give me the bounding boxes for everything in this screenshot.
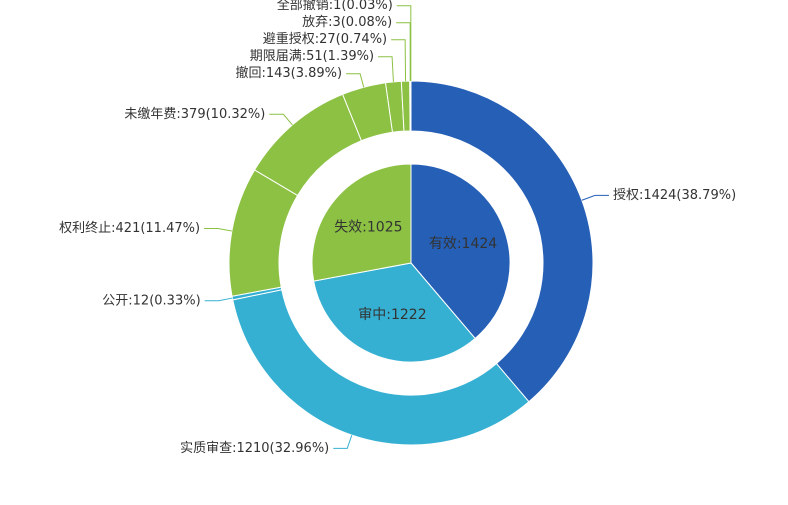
outer-slice-0[interactable] bbox=[410, 80, 594, 403]
outer-slice-label-4: 未缴年费:379(10.32%) bbox=[124, 107, 265, 122]
leader-line-0 bbox=[581, 194, 609, 201]
outer-slice-label-1: 实质审查:1210(32.96%) bbox=[180, 441, 329, 456]
leader-line-6 bbox=[378, 56, 394, 82]
leader-line-1 bbox=[333, 434, 353, 449]
inner-slice-0[interactable] bbox=[410, 163, 511, 340]
leader-line-3 bbox=[204, 228, 232, 232]
outer-slice-label-0: 授权:1424(38.79%) bbox=[613, 187, 736, 203]
outer-slice-label-6: 期限届满:51(1.39%) bbox=[250, 49, 374, 64]
leader-line-9 bbox=[396, 5, 412, 82]
inner-ring bbox=[311, 163, 511, 363]
slice-labels: 有效:1424 审中:1222 失效:1025 全部撤销:1(0.03%) 放弃:3(0… bbox=[59, 0, 736, 456]
outer-ring bbox=[228, 80, 594, 446]
leader-line-4 bbox=[269, 113, 293, 126]
outer-slice-label-5: 撤回:143(3.89%) bbox=[235, 65, 342, 81]
inner-slice-label-2: 失效:1025 bbox=[334, 220, 402, 236]
outer-slice-label-2: 公开:12(0.33%) bbox=[102, 293, 200, 308]
inner-slice-label-0: 有效:1424 bbox=[429, 236, 497, 252]
inner-slice-label-1: 审中:1222 bbox=[358, 307, 426, 323]
outer-slice-label-8: 放弃:3(0.08%) bbox=[302, 15, 392, 30]
leader-line-8 bbox=[396, 22, 411, 82]
outer-slice-label-7: 避重授权:27(0.74%) bbox=[263, 31, 387, 47]
inner-slice-2[interactable] bbox=[311, 163, 412, 282]
leader-line-7 bbox=[391, 39, 407, 82]
inner-slice-1[interactable] bbox=[313, 262, 476, 363]
outer-slice-label-3: 权利终止:421(11.47%) bbox=[59, 220, 200, 236]
leader-line-5 bbox=[346, 73, 365, 88]
outer-slice-1[interactable] bbox=[232, 289, 530, 446]
leader-line-2 bbox=[204, 297, 233, 302]
outer-slice-label-9: 全部撤销:1(0.03%) bbox=[277, 0, 393, 13]
leader-lines bbox=[204, 5, 609, 449]
